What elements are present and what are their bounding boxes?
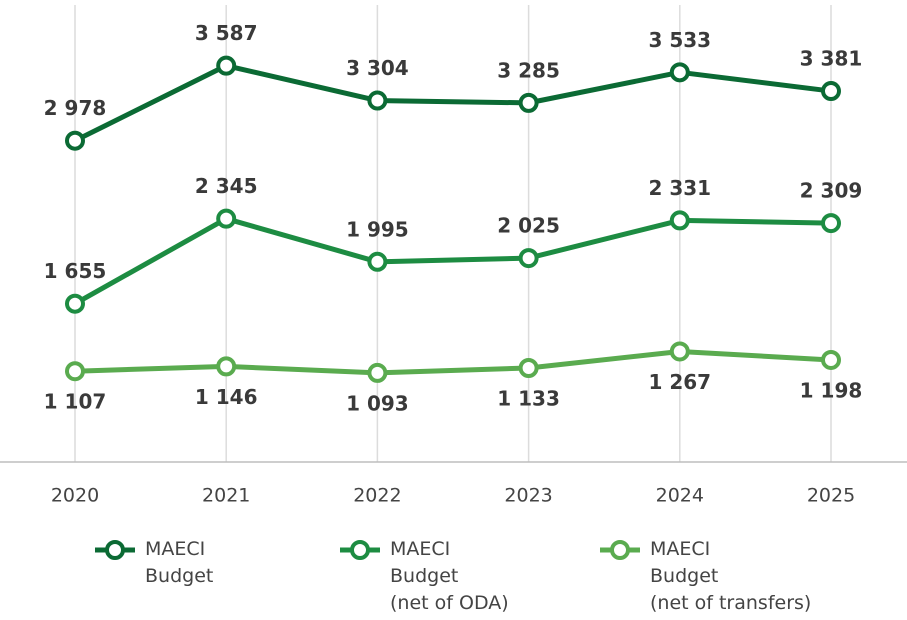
point [367, 251, 388, 272]
data-label: 1 093 [346, 391, 409, 415]
data-label: 2 309 [800, 179, 863, 203]
point [367, 90, 388, 111]
x-tick-label: 2020 [51, 485, 99, 507]
data-label: 1 198 [800, 378, 863, 402]
x-tick-label: 2025 [807, 485, 855, 507]
series-line [74, 348, 832, 376]
point [65, 130, 85, 151]
data-label: 1 267 [648, 370, 711, 394]
x-tick-label: 2022 [353, 485, 401, 507]
x-tick-label: 2023 [504, 485, 552, 507]
point [518, 248, 539, 269]
x-tick-label: 2024 [656, 485, 704, 507]
point [821, 349, 841, 370]
legend-marker [105, 540, 125, 560]
legend-label: MAECI Budget [145, 538, 214, 587]
data-label: 3 587 [195, 21, 258, 45]
data-label: 2 025 [497, 214, 560, 238]
data-label: 3 381 [800, 47, 863, 71]
data-label: 3 304 [346, 56, 409, 80]
point [367, 362, 388, 383]
point [669, 210, 690, 231]
data-label: 3 533 [648, 28, 711, 52]
data-label: 2 978 [44, 96, 107, 120]
point [821, 213, 841, 234]
point [518, 92, 539, 113]
point [65, 361, 85, 382]
point [669, 62, 690, 83]
data-label: 1 146 [195, 385, 258, 409]
data-label: 1 655 [44, 259, 107, 283]
legend-label: MAECI Budget (net of transfers) [650, 538, 812, 614]
series-line [73, 216, 832, 306]
data-label: 1 995 [346, 217, 409, 241]
point [518, 357, 539, 378]
data-label: 2 345 [195, 174, 258, 198]
legend-marker [610, 540, 630, 560]
point [65, 293, 85, 314]
legend-marker [350, 540, 370, 560]
point [216, 55, 237, 76]
legend-label: MAECI Budget (net of ODA) [390, 538, 509, 614]
point [821, 81, 841, 102]
data-label: 3 285 [497, 58, 560, 82]
point [216, 356, 237, 377]
data-label: 1 133 [497, 386, 560, 410]
point [216, 208, 237, 229]
data-label: 1 107 [44, 390, 107, 414]
series-line [73, 63, 832, 143]
data-label: 2 331 [648, 176, 711, 200]
point [669, 341, 690, 362]
x-tick-label: 2021 [202, 485, 250, 507]
